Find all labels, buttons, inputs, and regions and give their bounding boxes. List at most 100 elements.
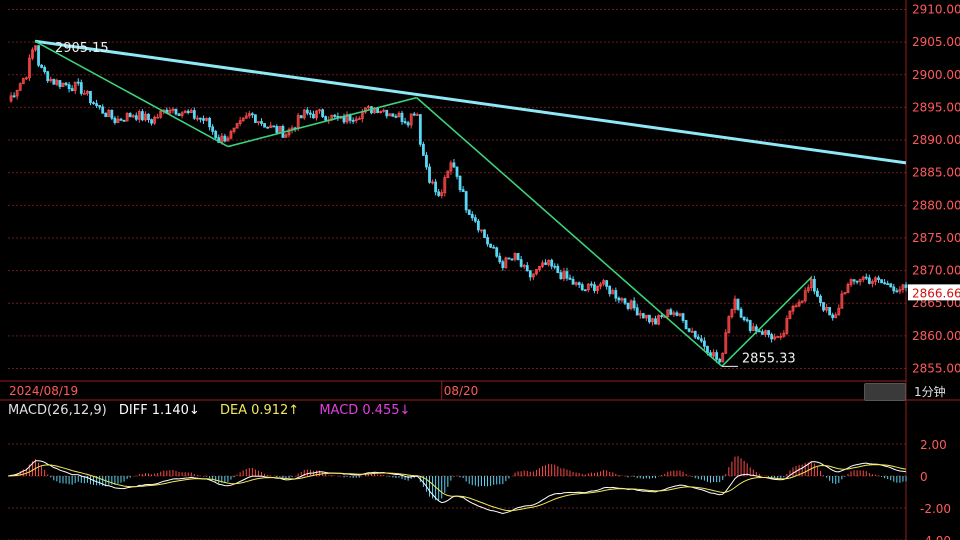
candle-body — [333, 114, 337, 117]
candle-body — [840, 293, 844, 309]
candle-body — [757, 330, 761, 333]
candle-body — [641, 313, 645, 319]
wave-segment — [416, 97, 723, 367]
candle-body — [89, 90, 92, 104]
candle-body — [406, 122, 410, 126]
candle-body — [776, 336, 780, 338]
candle-body — [721, 352, 725, 363]
candle-body — [495, 247, 499, 257]
macd-value: 0.455 — [362, 403, 400, 418]
candle-body — [877, 277, 880, 281]
candle-body — [409, 113, 413, 126]
candle-body — [522, 265, 526, 267]
candle-body — [260, 121, 263, 124]
candle-body — [40, 64, 43, 68]
candle-body — [773, 336, 777, 340]
candle-body — [699, 338, 703, 342]
candle-body — [388, 113, 392, 117]
candle-body — [351, 119, 355, 122]
dea-legend: DEA 0.912↑ — [220, 403, 311, 418]
candle-body — [785, 318, 789, 334]
candle-body — [452, 162, 456, 168]
candle-body — [489, 243, 492, 248]
candle-body — [718, 358, 722, 363]
candle-body — [159, 110, 163, 118]
scroll-slider[interactable] — [864, 383, 906, 401]
candle-body — [275, 126, 279, 133]
candle-body — [415, 114, 419, 116]
candle-body — [874, 277, 877, 282]
candle-body — [828, 306, 832, 316]
macd-arrow: ↓ — [399, 403, 411, 418]
drawing-overlay[interactable]: 2905.15 2855.33 2866.66 — [34, 39, 960, 367]
candle-body — [189, 110, 193, 114]
candle-body — [638, 313, 642, 316]
candle-body — [767, 330, 770, 335]
candle-body — [254, 114, 257, 123]
candle-body — [605, 280, 609, 287]
candle-body — [672, 312, 676, 315]
candle-body — [113, 117, 117, 124]
candle-body — [238, 120, 242, 125]
candle-body — [177, 113, 181, 116]
price-tick-label: 2900.00 — [912, 68, 960, 82]
candle-body — [684, 320, 688, 330]
wave-segment — [721, 276, 813, 367]
candle-body — [64, 82, 68, 86]
candle-body — [156, 116, 160, 119]
candle-body — [15, 89, 19, 97]
dea-arrow: ↑ — [288, 403, 300, 418]
candle-body — [324, 116, 328, 121]
candle-body — [693, 330, 697, 338]
candle-body — [861, 276, 865, 280]
candle-body — [199, 117, 202, 120]
candle-body — [531, 273, 535, 278]
candle-body — [629, 300, 633, 309]
time-label: 08/20 — [444, 384, 479, 398]
candle-body — [486, 237, 489, 245]
candle-body — [779, 335, 783, 338]
candle-body — [651, 318, 654, 323]
candle-body — [745, 319, 749, 322]
candle-body — [880, 279, 883, 284]
candle-body — [574, 282, 578, 285]
candle-body — [226, 137, 230, 142]
candle-body — [116, 118, 120, 124]
candle-body — [644, 314, 648, 319]
candle-body — [577, 282, 581, 286]
candle-body — [761, 331, 764, 335]
candle-body — [476, 220, 480, 231]
candle-body — [593, 284, 596, 291]
candle-body — [403, 121, 407, 124]
candle-body — [104, 112, 108, 118]
candle-body — [464, 191, 468, 211]
candle-body — [12, 95, 16, 98]
candle-body — [82, 92, 86, 95]
dea-line — [7, 464, 907, 512]
candle-body — [318, 109, 321, 112]
candle-body — [305, 109, 309, 114]
candle-body — [580, 284, 584, 291]
candle-body — [696, 336, 700, 340]
candle-body — [92, 102, 95, 105]
candle-body — [98, 105, 102, 108]
candle-body — [37, 45, 40, 66]
candle-body — [812, 278, 816, 292]
candle-body — [382, 109, 386, 112]
candle-body — [510, 258, 514, 261]
candle-body — [608, 285, 612, 295]
candle-body — [858, 279, 862, 283]
diff-legend: DIFF 1.140↓ — [119, 403, 212, 418]
candle-body — [871, 281, 874, 284]
candle-body — [308, 112, 312, 115]
candle-body — [623, 298, 627, 304]
candle-body — [428, 166, 431, 183]
candle-body — [675, 312, 679, 316]
candle-body — [284, 134, 288, 138]
diff-line — [7, 460, 907, 515]
time-axis: 2024/08/19 08/20 — [0, 380, 960, 401]
macd-lines — [7, 460, 907, 515]
macd-tick-label: 2.00 — [920, 438, 947, 452]
period-label[interactable]: 1分钟 — [914, 385, 946, 399]
